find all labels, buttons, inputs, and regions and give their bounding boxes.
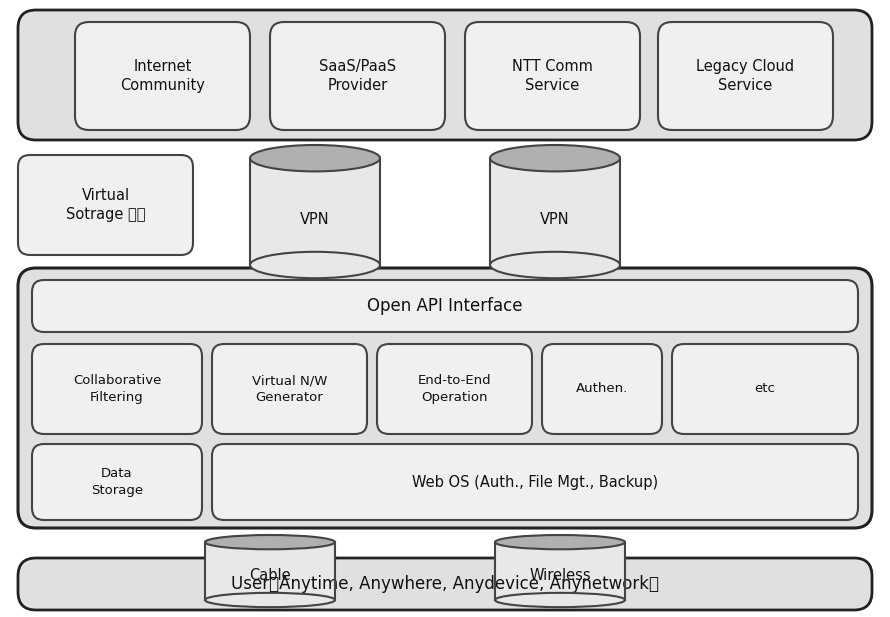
Text: Web OS (Auth., File Mgt., Backup): Web OS (Auth., File Mgt., Backup): [412, 474, 658, 489]
Text: SaaS/PaaS
Provider: SaaS/PaaS Provider: [319, 59, 396, 93]
Ellipse shape: [205, 535, 335, 549]
Text: Collaborative
Filtering: Collaborative Filtering: [73, 374, 161, 404]
Text: User（Anytime, Anywhere, Anydevice, Anynetwork）: User（Anytime, Anywhere, Anydevice, Anyne…: [231, 575, 659, 593]
Bar: [490, 158, 620, 265]
Ellipse shape: [490, 252, 620, 278]
Text: Authen.: Authen.: [576, 383, 628, 395]
Text: Open API Interface: Open API Interface: [368, 297, 522, 315]
FancyBboxPatch shape: [672, 344, 858, 434]
Bar: [495, 542, 625, 600]
FancyBboxPatch shape: [32, 444, 202, 520]
Text: VPN: VPN: [540, 212, 570, 227]
Ellipse shape: [495, 593, 625, 607]
Text: Cable: Cable: [249, 568, 291, 583]
Bar: [250, 158, 380, 265]
Text: Data
Storage: Data Storage: [91, 467, 143, 497]
Text: Virtual N/W
Generator: Virtual N/W Generator: [252, 374, 328, 404]
FancyBboxPatch shape: [658, 22, 833, 130]
FancyBboxPatch shape: [32, 344, 202, 434]
Ellipse shape: [205, 593, 335, 607]
FancyBboxPatch shape: [18, 10, 872, 140]
Text: etc: etc: [755, 383, 775, 395]
FancyBboxPatch shape: [465, 22, 640, 130]
FancyBboxPatch shape: [75, 22, 250, 130]
Text: Internet
Community: Internet Community: [120, 59, 205, 93]
FancyBboxPatch shape: [18, 268, 872, 528]
FancyBboxPatch shape: [18, 155, 193, 255]
FancyBboxPatch shape: [32, 280, 858, 332]
Text: Wireless: Wireless: [530, 568, 591, 583]
FancyBboxPatch shape: [377, 344, 532, 434]
FancyBboxPatch shape: [18, 558, 872, 610]
Ellipse shape: [250, 252, 380, 278]
Ellipse shape: [490, 145, 620, 172]
Text: End-to-End
Operation: End-to-End Operation: [417, 374, 491, 404]
Bar: [205, 542, 335, 600]
Ellipse shape: [495, 535, 625, 549]
Text: Legacy Cloud
Service: Legacy Cloud Service: [697, 59, 795, 93]
Text: NTT Comm
Service: NTT Comm Service: [512, 59, 593, 93]
FancyBboxPatch shape: [270, 22, 445, 130]
Text: VPN: VPN: [300, 212, 330, 227]
FancyBboxPatch shape: [212, 444, 858, 520]
Ellipse shape: [250, 145, 380, 172]
FancyBboxPatch shape: [212, 344, 367, 434]
FancyBboxPatch shape: [542, 344, 662, 434]
Text: Virtual
Sotrage 서버: Virtual Sotrage 서버: [66, 188, 145, 222]
